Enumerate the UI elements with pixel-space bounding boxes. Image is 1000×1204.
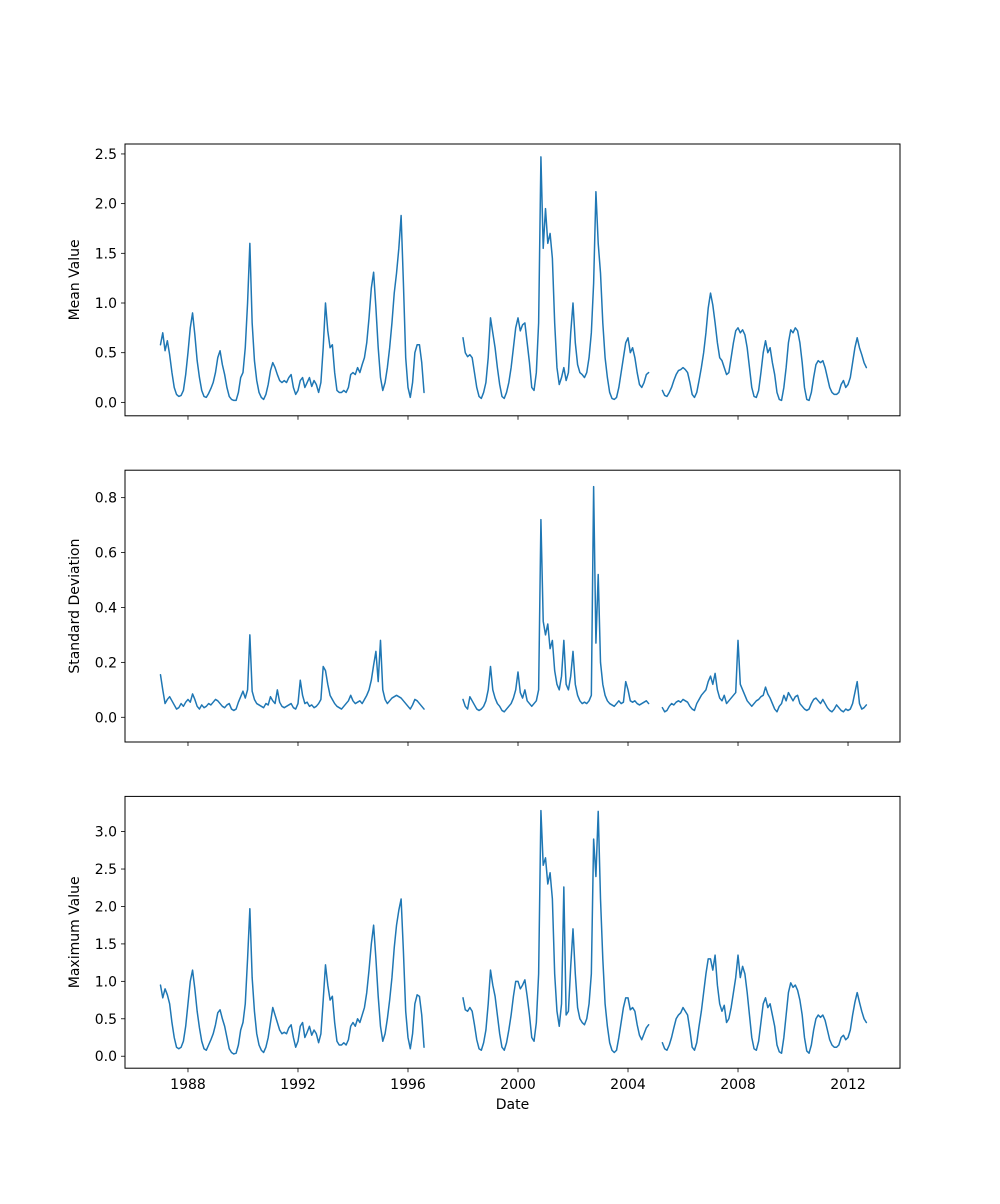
y-tick-label: 2.5: [95, 147, 117, 163]
x-tick-label: 2004: [610, 1077, 646, 1093]
y-tick-label: 0.2: [95, 655, 117, 671]
x-tick-label: 1996: [390, 1077, 426, 1093]
y-tick-label: 1.5: [95, 246, 117, 262]
y-tick-label: 1.5: [95, 937, 117, 953]
x-tick-label: 2008: [720, 1077, 756, 1093]
y-tick-label: 0.5: [95, 346, 117, 362]
axes-frame-panel1: [124, 143, 901, 417]
line-series-std: [159, 485, 868, 713]
y-axis-label-panel3: Maximum Value: [67, 876, 83, 988]
line-series-mean: [159, 156, 868, 402]
y-tick-label: 1.0: [95, 296, 117, 312]
y-axis-label-panel1: Mean Value: [67, 239, 83, 320]
y-tick-label: 3.0: [95, 825, 117, 841]
x-tick-label: 1988: [170, 1077, 206, 1093]
x-tick-label: 2000: [500, 1077, 536, 1093]
x-axis-label: Date: [496, 1097, 529, 1113]
y-axis-label-panel2: Standard Deviation: [67, 539, 83, 674]
y-tick-label: 0.0: [95, 1049, 117, 1065]
axes-frame-panel2: [124, 469, 901, 743]
line-series-max: [159, 809, 868, 1055]
y-tick-label: 0.6: [95, 546, 117, 562]
y-tick-label: 0.4: [95, 600, 117, 616]
y-tick-label: 0.8: [95, 491, 117, 507]
x-tick-label: 1992: [280, 1077, 316, 1093]
x-tick-label: 2012: [830, 1077, 866, 1093]
y-tick-label: 2.0: [95, 899, 117, 915]
y-tick-label: 2.0: [95, 197, 117, 213]
y-tick-label: 0.5: [95, 1012, 117, 1028]
y-tick-label: 2.5: [95, 862, 117, 878]
axes-frame-panel3: [124, 795, 901, 1069]
y-tick-label: 0.0: [95, 395, 117, 411]
y-tick-label: 0.0: [95, 710, 117, 726]
y-tick-label: 1.0: [95, 974, 117, 990]
